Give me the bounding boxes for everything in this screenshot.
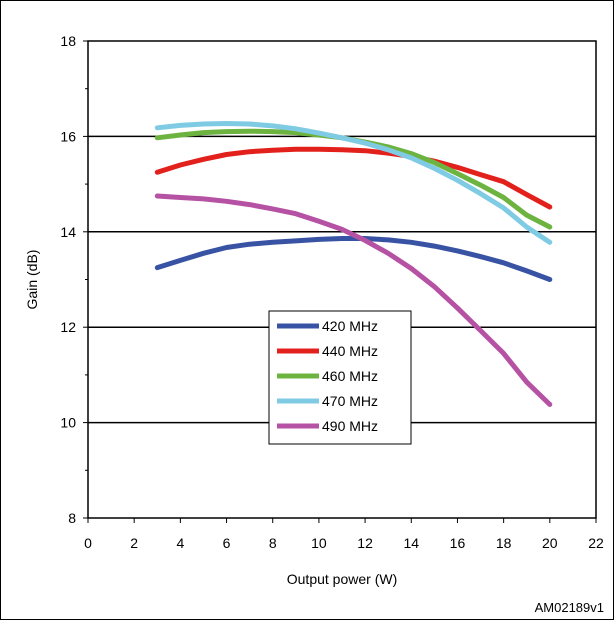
legend-label: 460 MHz: [322, 368, 378, 384]
y-tick-label: 14: [60, 224, 76, 240]
legend-label: 470 MHz: [322, 393, 378, 409]
legend-label: 440 MHz: [322, 343, 378, 359]
x-tick-label: 20: [542, 535, 558, 551]
tick-layer: 8 10 12 14 16 18 0 2 4 6 8 10 12 14 16 18 20 22: [60, 33, 604, 551]
figure-id-label: AM02189v1: [535, 600, 604, 615]
x-axis-title: Output power (W): [287, 571, 397, 587]
series-line: [154, 121, 553, 245]
legend-label: 420 MHz: [322, 318, 378, 334]
y-tick-label: 10: [60, 415, 76, 431]
x-tick-label: 22: [588, 535, 604, 551]
series-line: [154, 146, 553, 210]
plot-area-border: [87, 40, 597, 519]
x-tick-label: 16: [450, 535, 466, 551]
series-layer: [154, 121, 553, 407]
y-tick-label: 8: [68, 510, 76, 526]
x-tick-label: 10: [311, 535, 327, 551]
x-tick-label: 18: [496, 535, 512, 551]
x-tick-label: 12: [357, 535, 373, 551]
y-axis-title: Gain (dB): [24, 250, 40, 310]
legend: 420 MHz 440 MHz 460 MHz 470 MHz 490 MHz: [268, 310, 412, 445]
series-line: [154, 193, 553, 407]
x-tick-label: 8: [269, 535, 277, 551]
x-tick-label: 14: [403, 535, 419, 551]
y-tick-label: 16: [60, 128, 76, 144]
y-tick-label: 12: [60, 319, 76, 335]
y-tick-label: 18: [60, 33, 76, 49]
x-tick-label: 4: [176, 535, 184, 551]
x-tick-label: 2: [130, 535, 138, 551]
x-tick-label: 6: [223, 535, 231, 551]
series-line: [154, 236, 553, 282]
legend-label: 490 MHz: [322, 418, 378, 434]
x-tick-label: 0: [84, 535, 92, 551]
